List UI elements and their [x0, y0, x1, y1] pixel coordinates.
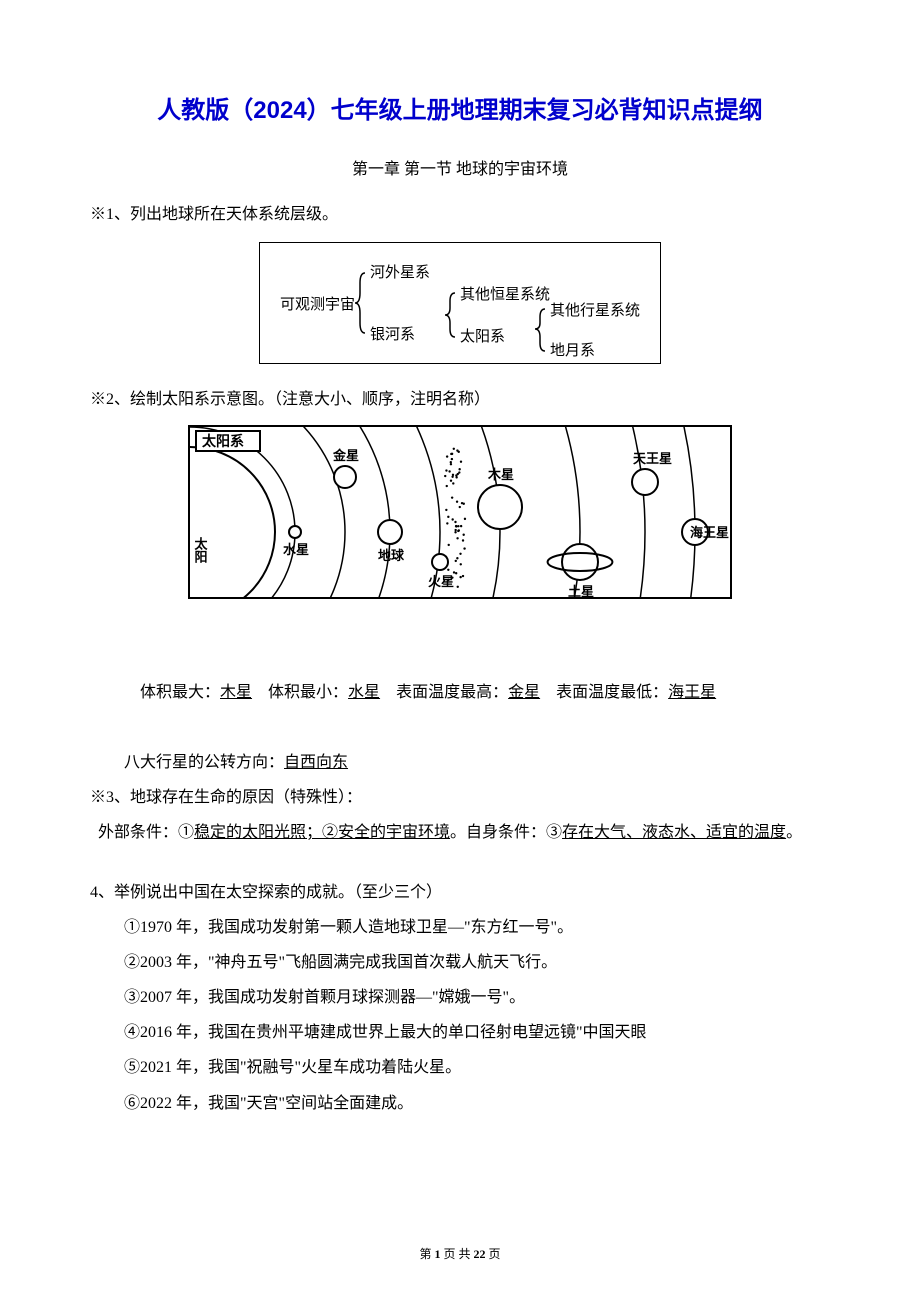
tree-b2-2-2: 地月系: [550, 339, 595, 360]
footer-c: 页: [486, 1247, 501, 1261]
svg-text:水星: 水星: [283, 542, 309, 557]
page-footer: 第 1 页 共 22 页: [0, 1245, 920, 1262]
val-vol-min: 水星: [348, 684, 380, 701]
tree-b2-1: 其他恒星系统: [460, 283, 550, 304]
svg-text:火星: 火星: [428, 574, 454, 589]
val-vol-max: 木星: [220, 684, 252, 701]
label-vol-min: 体积最小：: [252, 684, 348, 701]
q4-item-4: ④2016 年，我国在贵州平塘建成世界上最大的单口径射电望远镜"中国天眼: [90, 1015, 830, 1050]
q4-item-2: ②2003 年，"神舟五号"飞船圆满完成我国首次载人航天飞行。: [90, 945, 830, 980]
page-title: 人教版（2024）七年级上册地理期末复习必背知识点提纲: [90, 90, 830, 125]
q2-facts-2: 八大行星的公转方向：自西向东: [90, 745, 830, 780]
svg-text:土星: 土星: [568, 584, 594, 597]
svg-text:天王星: 天王星: [633, 451, 672, 466]
solar-title: 太阳系: [202, 433, 244, 449]
val-revolve: 自西向东: [284, 754, 348, 771]
footer-a: 第: [419, 1247, 434, 1261]
hierarchy-diagram: 可观测宇宙 河外星系 银河系 其他恒星系统 太阳系 其他行星系统 地月系: [259, 242, 661, 364]
tree-b2-2: 太阳系: [460, 325, 505, 346]
footer-total: 22: [474, 1247, 486, 1261]
val-temp-max: 金星: [508, 684, 540, 701]
q3-a: 外部条件：①: [98, 824, 194, 841]
label-vol-max: 体积最大：: [140, 684, 220, 701]
q3-line: 外部条件：①稳定的太阳光照；②安全的宇宙环境。自身条件：③存在大气、液态水、适宜…: [90, 815, 830, 850]
label-revolve: 八大行星的公转方向：: [124, 754, 284, 771]
tree-root: 可观测宇宙: [280, 293, 355, 314]
q4-prompt: 4、举例说出中国在太空探索的成就。（至少三个）: [90, 875, 830, 910]
q4-item-1: ①1970 年，我国成功发射第一颗人造地球卫星—"东方红一号"。: [90, 910, 830, 945]
tree-b1: 河外星系: [370, 261, 430, 282]
q2-prompt: ※2、绘制太阳系示意图。（注意大小、顺序，注明名称）: [90, 382, 830, 417]
tree-b2-2-1: 其他行星系统: [550, 299, 640, 320]
label-temp-max: 表面温度最高：: [380, 684, 508, 701]
footer-b: 页 共: [440, 1247, 473, 1261]
svg-text:木星: 木星: [487, 467, 514, 482]
label-temp-min: 表面温度最低：: [540, 684, 668, 701]
q3-b: 。自身条件：③: [450, 824, 562, 841]
q3-av: 稳定的太阳光照；②安全的宇宙环境: [194, 824, 450, 841]
chapter-subtitle: 第一章 第一节 地球的宇宙环境: [90, 155, 830, 179]
q4-item-5: ⑤2021 年，我国"祝融号"火星车成功着陆火星。: [90, 1050, 830, 1085]
svg-text:海王星: 海王星: [690, 525, 729, 540]
q3-prompt: ※3、地球存在生命的原因（特殊性）：: [90, 780, 830, 815]
q3-c: 。: [786, 824, 802, 841]
svg-text:太阳: 太阳: [193, 537, 209, 565]
page: 人教版（2024）七年级上册地理期末复习必背知识点提纲 第一章 第一节 地球的宇…: [0, 0, 920, 1302]
tree-b2: 银河系: [370, 323, 415, 344]
svg-text:地球: 地球: [378, 548, 405, 563]
svg-text:金星: 金星: [332, 448, 359, 463]
val-temp-min: 海王星: [668, 684, 716, 701]
q1-prompt: ※1、列出地球所在天体系统层级。: [90, 197, 830, 232]
solar-svg: 太阳 水星 金星地球火星 木星土星 天王星海王星 太阳系: [190, 427, 730, 597]
q3-bv: 存在大气、液态水、适宜的温度: [562, 824, 786, 841]
q4-item-6: ⑥2022 年，我国"天宫"空间站全面建成。: [90, 1086, 830, 1121]
solar-system-diagram: 太阳 水星 金星地球火星 木星土星 天王星海王星 太阳系: [188, 425, 732, 599]
q2-facts-1: 体积最大：木星 体积最小：水星 表面温度最高：金星 表面温度最低：海王星: [90, 639, 830, 745]
q4-item-3: ③2007 年，我国成功发射首颗月球探测器—"嫦娥一号"。: [90, 980, 830, 1015]
